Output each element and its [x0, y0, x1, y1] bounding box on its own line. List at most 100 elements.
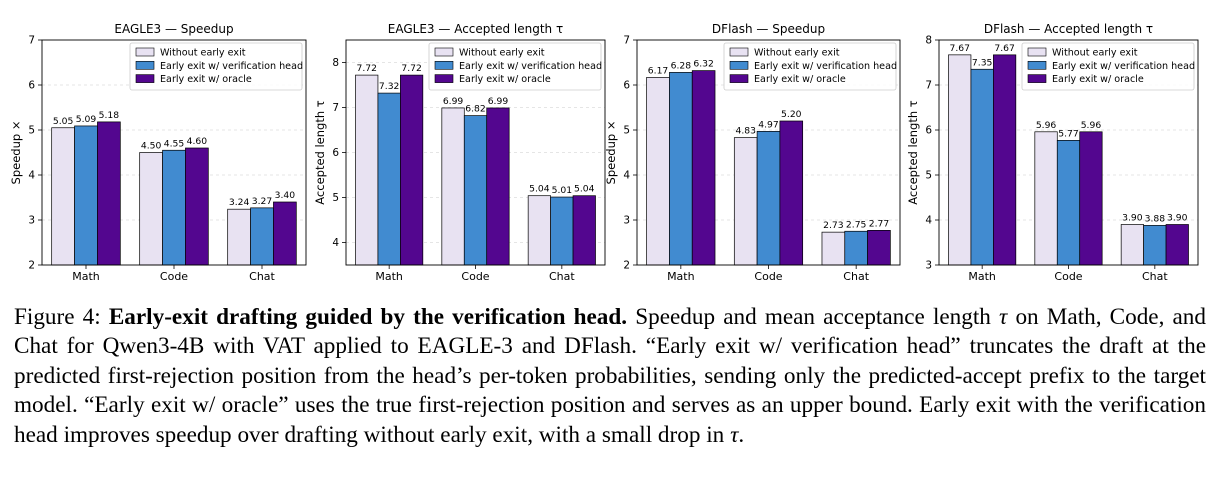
caption-text-1: Speedup and mean acceptance length	[627, 304, 1000, 330]
eagle3-speedup-legend-swatch-early-exit-oracle	[135, 74, 155, 83]
dflash-accepted-length-chart: 3 4 5 6 7 8 7.67 5.96 3.90 7.35 5.77 3.88 7.67 5.96 3.…	[906, 22, 1199, 283]
eagle3-speedup-ytick-label: 2	[28, 260, 35, 272]
dflash-accepted-length-value-label: 5.77	[1058, 128, 1079, 139]
dflash-accepted-length-value-label: 3.88	[1145, 213, 1166, 224]
dflash-accepted-length-value-label: 7.67	[994, 43, 1015, 54]
dflash-accepted-length-value-label: 5.96	[1081, 120, 1102, 131]
dflash-speedup-legend-label-without-early-exit: Without early exit	[754, 48, 840, 59]
dflash-speedup-ytick-label: 5	[623, 125, 630, 137]
eagle3-accepted-length-legend-swatch-early-exit-oracle	[434, 74, 454, 83]
dflash-accepted-length-value-label: 7.35	[972, 57, 993, 68]
eagle3-accepted-length-legend-swatch-early-exit-verification-head	[434, 60, 454, 70]
dflash-accepted-length-ytick-label: 3	[925, 260, 932, 272]
dflash-accepted-length-xtick-label: Chat	[1142, 270, 1168, 283]
eagle3-speedup-value-label: 5.09	[76, 114, 97, 125]
dflash-speedup-value-label: 4.83	[735, 126, 756, 137]
eagle3-accepted-length-ylabel: Accepted length τ	[313, 100, 327, 205]
dflash-speedup-ytick-label: 7	[623, 35, 630, 47]
eagle3-speedup-legend-frame	[129, 42, 303, 91]
eagle3-accepted-length-legend-frame	[428, 42, 602, 91]
dflash-speedup-xtick-label: Math	[667, 270, 695, 283]
eagle3-speedup-chart: 2 3 4 5 6 7 5.05 4.50 3.24 5.09 4.55 3.27 5.18 4.60 3.…	[9, 22, 307, 283]
eagle3-speedup-legend-label-early-exit-verification-head: Early exit w/ verification head	[160, 61, 303, 72]
eagle3-speedup-value-label: 4.50	[141, 141, 162, 152]
dflash-accepted-length-legend-swatch-without-early-exit	[1027, 47, 1047, 57]
eagle3-accepted-length-bar-early-exit-oracle-math	[400, 74, 424, 266]
dflash-speedup-value-label: 2.73	[823, 220, 844, 231]
dflash-accepted-length-legend-frame	[1021, 42, 1195, 91]
dflash-accepted-length-ytick-label: 8	[925, 35, 932, 47]
eagle3-speedup-legend-swatch-early-exit-verification-head	[135, 60, 155, 70]
eagle3-speedup-bar-early-exit-verification-head-code	[162, 149, 186, 266]
eagle3-accepted-length-bar-early-exit-oracle-code	[486, 107, 510, 266]
dflash-speedup-bar-early-exit-oracle-math	[691, 70, 716, 266]
dflash-accepted-length-legend-label-early-exit-verification-head: Early exit w/ verification head	[1052, 61, 1195, 72]
dflash-speedup-ylabel: Speedup ×	[604, 121, 618, 185]
eagle3-accepted-length-value-label: 6.99	[443, 96, 464, 107]
eagle3-accepted-length-legend-swatch-without-early-exit	[434, 47, 454, 57]
eagle3-speedup-value-label: 4.55	[164, 138, 185, 149]
dflash-accepted-length-ylabel: Accepted length τ	[906, 100, 920, 205]
dflash-accepted-length-bar-early-exit-oracle-chat	[1165, 224, 1189, 266]
caption-text-3: .	[738, 421, 745, 448]
dflash-accepted-length-value-label: 5.96	[1036, 120, 1057, 131]
eagle3-speedup-value-label: 4.60	[187, 136, 208, 147]
dflash-speedup-title: DFlash — Speedup	[712, 22, 825, 36]
eagle3-accepted-length-title: EAGLE3 — Accepted length τ	[388, 22, 563, 36]
eagle3-accepted-length-value-label: 5.01	[552, 185, 572, 196]
eagle3-speedup-value-label: 3.24	[229, 197, 250, 208]
eagle3-accepted-length-bar-early-exit-verification-head-math	[377, 92, 401, 266]
eagle3-accepted-length-legend-label-early-exit-oracle: Early exit w/ oracle	[459, 74, 551, 85]
figure-4-charts: 2 3 4 5 6 7 5.05 4.50 3.24 5.09 4.55 3.27 5.18 4.60 3.…	[9, 22, 1199, 283]
eagle3-speedup-bar-early-exit-verification-head-chat	[250, 207, 274, 266]
caption-label: Figure 4:	[14, 304, 109, 330]
eagle3-speedup-ytick-label: 7	[28, 35, 35, 47]
dflash-speedup-value-label: 6.28	[671, 60, 692, 71]
eagle3-accepted-length-bar-early-exit-verification-head-code	[463, 115, 488, 266]
eagle3-accepted-length-ytick-label: 7	[332, 102, 339, 114]
eagle3-accepted-length-ytick-label: 8	[332, 57, 339, 69]
dflash-speedup-ytick-label: 2	[623, 260, 630, 272]
eagle3-accepted-length-value-label: 6.82	[465, 104, 485, 115]
dflash-accepted-length-ytick-label: 6	[925, 125, 932, 137]
eagle3-speedup-ytick-label: 3	[28, 215, 35, 227]
eagle3-speedup-value-label: 5.18	[99, 110, 120, 121]
dflash-accepted-length-bar-without-early-exit-code	[1034, 131, 1058, 266]
dflash-speedup-bar-early-exit-oracle-code	[779, 120, 804, 266]
dflash-speedup-ytick-label: 4	[623, 170, 630, 182]
eagle3-speedup-legend: Without early exit Early exit w/ verifica…	[129, 42, 303, 91]
dflash-speedup-ytick-label: 6	[623, 80, 630, 92]
eagle3-speedup-bar-early-exit-oracle-chat	[273, 201, 297, 266]
dflash-speedup-xtick-label: Code	[754, 270, 782, 283]
dflash-speedup-value-label: 2.75	[846, 219, 867, 230]
eagle3-accepted-length-bar-early-exit-verification-head-chat	[550, 196, 574, 266]
dflash-speedup-legend: Without early exit Early exit w/ verifica…	[723, 42, 897, 91]
dflash-speedup-bar-without-early-exit-math	[646, 76, 670, 266]
eagle3-accepted-length-bar-without-early-exit-code	[441, 107, 465, 266]
eagle3-speedup-legend-label-early-exit-oracle: Early exit w/ oracle	[160, 74, 252, 85]
dflash-speedup-legend-label-early-exit-verification-head: Early exit w/ verification head	[754, 61, 897, 72]
caption-tau-2: τ	[730, 421, 739, 448]
dflash-accepted-length-ytick-label: 4	[925, 215, 932, 227]
eagle3-accepted-length-bar-early-exit-oracle-chat	[572, 195, 596, 266]
dflash-accepted-length-legend-swatch-early-exit-verification-head	[1027, 60, 1047, 70]
dflash-speedup-value-label: 5.20	[781, 109, 802, 120]
eagle3-speedup-xtick-label: Chat	[249, 270, 275, 283]
eagle3-accepted-length-value-label: 5.04	[529, 184, 550, 195]
eagle3-accepted-length-legend: Without early exit Early exit w/ verifica…	[428, 42, 602, 91]
dflash-speedup-xtick-label: Chat	[843, 270, 869, 283]
eagle3-accepted-length-ytick-label: 5	[332, 192, 339, 204]
dflash-speedup-legend-frame	[723, 42, 897, 91]
caption-tau-1: τ	[999, 304, 1008, 330]
dflash-speedup-legend-swatch-without-early-exit	[729, 47, 749, 57]
dflash-accepted-length-legend-label-without-early-exit: Without early exit	[1052, 48, 1138, 59]
dflash-accepted-length-xtick-label: Math	[968, 270, 996, 283]
dflash-speedup-legend-label-early-exit-oracle: Early exit w/ oracle	[754, 74, 846, 85]
dflash-accepted-length-bar-early-exit-verification-head-math	[970, 68, 994, 266]
dflash-accepted-length-value-label: 7.67	[949, 43, 970, 54]
dflash-speedup-bar-without-early-exit-code	[733, 137, 758, 266]
dflash-speedup-bar-early-exit-verification-head-math	[669, 72, 693, 266]
caption-text-2: on Math, Code, and Chat for Qwen3-4B wit…	[14, 304, 1206, 448]
dflash-accepted-length-value-label: 3.90	[1122, 213, 1143, 224]
dflash-accepted-length-bar-without-early-exit-math	[948, 54, 972, 266]
